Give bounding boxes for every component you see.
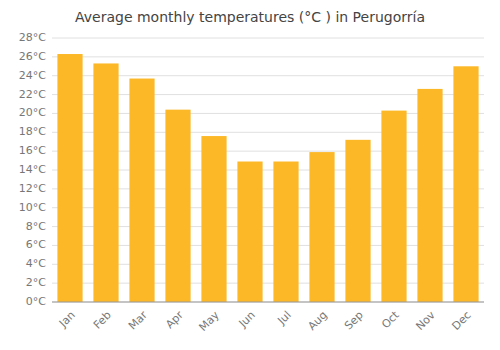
x-tick-label: Mar — [126, 308, 150, 332]
grid-line — [52, 38, 484, 39]
y-tick-label: 2°C — [26, 276, 46, 289]
y-tick-label: 14°C — [19, 163, 46, 176]
y-tick-label: 12°C — [19, 182, 46, 195]
x-tick-label: Apr — [163, 308, 186, 331]
x-axis: Jan Feb Mar Apr May Jun Jul Aug Sep Oct Nov Dec — [56, 308, 474, 334]
bar — [129, 79, 154, 302]
x-tick-label: Sep — [342, 309, 366, 333]
y-tick-label: 28°C — [19, 31, 46, 44]
bar — [165, 110, 190, 302]
y-axis: 0°C 2°C 4°C 6°C 8°C 10°C 12°C 14°C 16°C 18°C 20°C 2… — [19, 31, 46, 308]
grid-line — [52, 56, 484, 57]
bar — [57, 54, 82, 302]
x-tick-label: Jun — [236, 309, 258, 331]
y-tick-label: 8°C — [26, 220, 46, 233]
bar — [345, 140, 370, 302]
bars — [57, 54, 478, 302]
bar — [417, 89, 442, 302]
bar — [309, 152, 334, 302]
bar — [201, 136, 226, 302]
x-tick-label: Dec — [450, 309, 474, 333]
y-tick-label: 0°C — [26, 295, 46, 308]
x-tick-label: Feb — [91, 309, 114, 332]
bar — [273, 162, 298, 302]
y-tick-label: 6°C — [26, 238, 46, 251]
bar — [453, 66, 478, 302]
y-tick-label: 20°C — [19, 106, 46, 119]
x-tick-label: Nov — [413, 308, 438, 333]
chart: 0°C 2°C 4°C 6°C 8°C 10°C 12°C 14°C 16°C 18°C 20°C 2… — [0, 0, 500, 350]
y-tick-label: 16°C — [19, 144, 46, 157]
bar — [381, 111, 406, 302]
x-tick-label: Jan — [56, 309, 78, 331]
y-tick-label: 18°C — [19, 125, 46, 138]
x-tick-label: Aug — [305, 309, 329, 333]
x-tick-label: May — [196, 308, 222, 334]
grid — [52, 38, 484, 302]
y-tick-label: 10°C — [19, 201, 46, 214]
title: Average monthly temperatures (°C ) in Pe… — [75, 9, 425, 25]
y-tick-label: 22°C — [19, 88, 46, 101]
chart-container: 0°C 2°C 4°C 6°C 8°C 10°C 12°C 14°C 16°C 18°C 20°C 2… — [0, 0, 500, 350]
y-tick-label: 24°C — [19, 69, 46, 82]
bar — [237, 162, 262, 302]
bar — [93, 63, 118, 302]
x-tick-label: Jul — [274, 309, 293, 328]
grid-line — [52, 302, 484, 303]
y-tick-label: 4°C — [26, 257, 46, 270]
x-axis-line — [52, 302, 484, 303]
y-tick-label: 26°C — [19, 50, 46, 63]
x-tick-label: Oct — [379, 308, 402, 331]
